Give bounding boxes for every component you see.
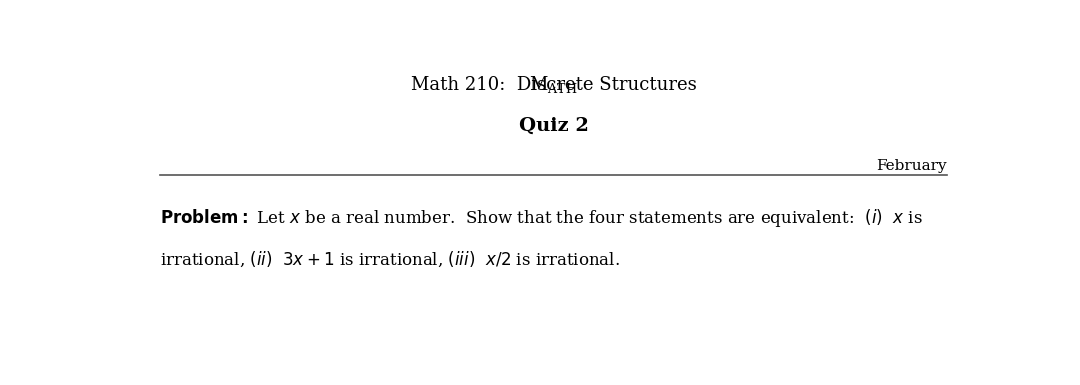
Text: irrational, $(ii)$  $3x+1$ is irrational, $(iii)$  $x/2$ is irrational.: irrational, $(ii)$ $3x+1$ is irrational,… <box>160 250 620 270</box>
Text: $\mathregular{M}_{\mathregular{ATH}}$: $\mathregular{M}_{\mathregular{ATH}}$ <box>529 74 578 95</box>
Text: $\bf{Problem:}$ Let $x$ be a real number.  Show that the four statements are equ: $\bf{Problem:}$ Let $x$ be a real number… <box>160 207 923 229</box>
Text: Math 210:  Discrete Structures: Math 210: Discrete Structures <box>410 76 697 94</box>
Text: Quiz 2: Quiz 2 <box>518 117 589 135</box>
Text: February: February <box>876 159 947 173</box>
